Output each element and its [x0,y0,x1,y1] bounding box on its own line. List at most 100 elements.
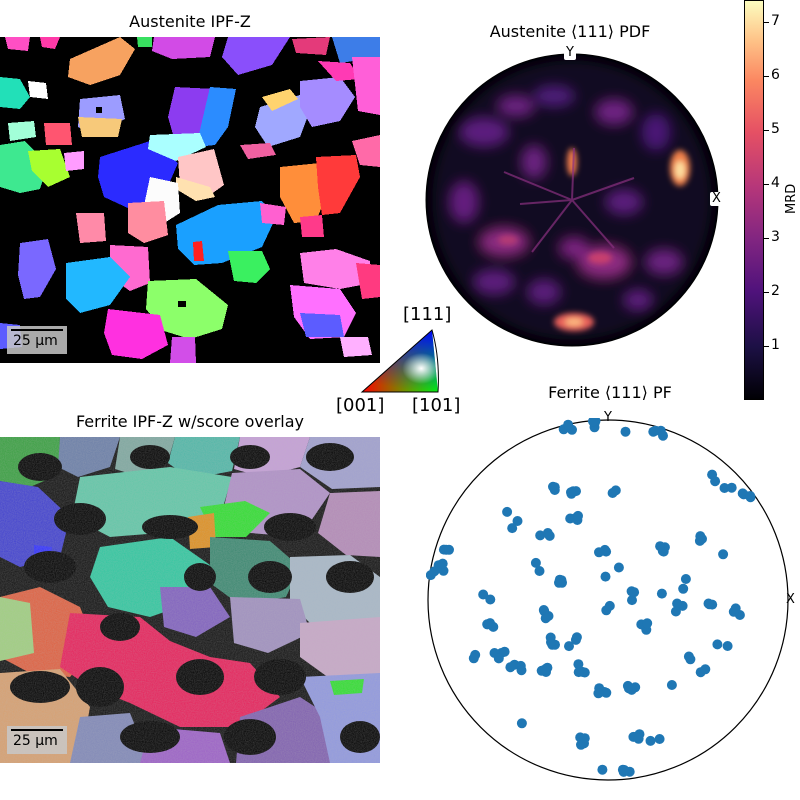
pole-point [730,603,741,614]
ferrite-pf-x-axis-label: X [786,592,795,607]
colorbar-tick-mark [764,183,769,185]
grain [352,57,380,115]
pole-point [540,664,551,675]
ipf-key-label-001: [001] [336,395,385,416]
ferrite-ipf-map: 25 µm [0,437,380,763]
pole-point [633,733,644,744]
ipf-key-triangle [360,329,439,393]
colorbar-tick-mark [764,345,769,347]
grain [318,61,360,81]
colorbar-tick-mark [764,291,769,293]
pole-point [549,482,560,493]
austenite-pdf-title: Austenite ⟨111⟩ PDF [489,22,651,41]
grain [128,201,168,243]
grain [78,117,122,137]
pole-point [540,613,551,624]
pole-point [429,566,440,577]
pole-point [629,587,640,598]
grain [292,37,330,55]
grain [260,203,286,225]
pole-point [437,558,448,569]
ipf-key-label-101: [101] [412,395,461,416]
pole-point [538,605,549,615]
pole-point [627,595,637,606]
pole-point [645,735,656,746]
grain [176,177,215,201]
pole-point [535,530,546,541]
grain [64,151,84,171]
pole-point [656,588,667,599]
colorbar-tick-label: 7 [771,12,780,29]
pole-point [516,718,527,729]
pole-point [554,574,565,585]
pole-point [726,482,737,493]
pole-point [468,653,479,664]
grain [5,37,30,51]
pole-point [516,665,527,676]
pole-point [597,764,608,775]
pole-point [670,606,681,617]
grain [8,121,36,141]
austenite-pdf-svg [425,53,719,347]
grain [300,313,344,337]
grain [137,37,152,47]
pole-point [546,637,556,648]
pole-point [482,619,493,630]
grain [300,249,372,289]
pole-point [650,425,661,436]
ferrite-pf-svg [425,415,789,781]
colorbar-tick-label: 3 [771,228,780,245]
pole-point [642,618,653,629]
grain [340,337,372,357]
pole-point [700,664,711,675]
pole-point [564,641,574,652]
pole-point [570,634,581,645]
pole-point [712,639,723,650]
pole-point [666,680,677,690]
colorbar-tick-label: 6 [771,66,780,83]
pole-point [579,733,590,744]
colorbar-tick-mark [764,21,769,23]
grain [18,239,56,299]
pole-point [610,485,621,496]
pole-point [707,469,718,480]
colorbar-tick-label: 1 [771,336,780,353]
ferrite-pf-y-axis-label: Y [604,410,612,425]
grain [300,215,324,237]
pole-point [499,646,510,657]
ferrite-pf-title: Ferrite ⟨111⟩ PF [548,383,672,402]
austenite-pdf-x-axis-label: X [710,191,723,206]
austenite-ipf-map: 25 µm [0,37,380,363]
ipf-color-key [360,328,440,394]
ipf-key-label-111: [111] [403,304,452,325]
pole-point [493,653,504,664]
pole-point [573,659,584,670]
pole-point [588,416,598,427]
ferrite-ipf-title: Ferrite IPF-Z w/score overlay [75,412,305,431]
colorbar-tick-label: 2 [771,282,780,299]
grain [148,133,206,161]
pole-point [594,547,604,558]
grain [0,77,30,109]
colorbar-tick-mark [764,129,769,131]
pole-point [619,765,630,775]
ferrite-scalebar: 25 µm [7,726,67,754]
grain [332,37,380,63]
pole-point [613,562,624,573]
pole-point [695,531,706,542]
grain [316,155,360,215]
colorbar-tick-label: 4 [771,174,780,191]
pole-point [600,571,611,582]
pole-point [678,583,689,594]
grain [104,309,168,359]
pole-point [722,641,733,651]
colorbar-tick-mark [764,237,769,239]
grain [170,337,196,363]
ferrite-grain-map [0,437,380,763]
grain [28,149,70,187]
grain [40,37,60,49]
pole-point [593,688,604,699]
pole-point [655,541,666,552]
grain [356,263,380,299]
pole-point [566,488,577,499]
